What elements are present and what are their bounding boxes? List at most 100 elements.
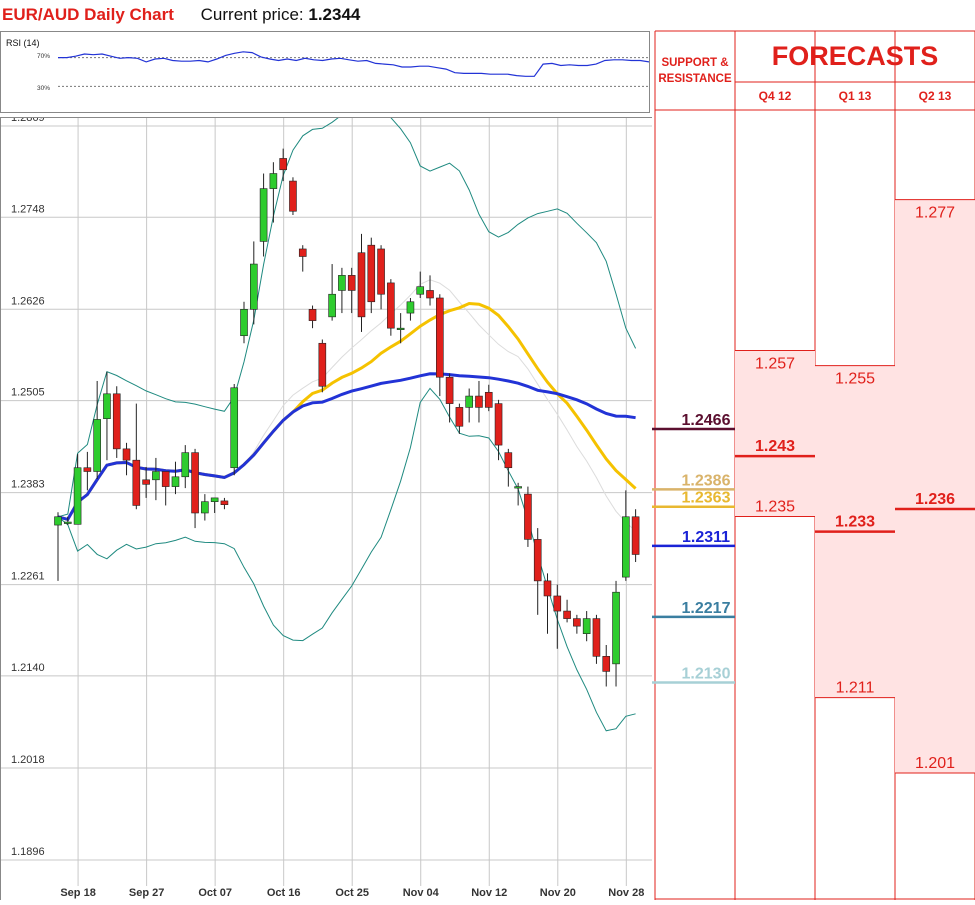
candle — [103, 371, 111, 461]
bearish-candle-body — [308, 309, 317, 321]
forecast-high-value: 1.257 — [755, 356, 795, 373]
candle — [201, 494, 209, 521]
candle — [191, 448, 199, 529]
rsi-panel: RSI (14) 70% 30% — [0, 31, 650, 113]
y-tick-label: 1.2140 — [11, 662, 45, 674]
rsi-30-label: 30% — [37, 85, 50, 92]
candle — [181, 445, 190, 489]
bullish-candle-body — [582, 618, 591, 634]
rsi-chart: RSI (14) 70% 30% — [6, 38, 650, 92]
forecast-range-band — [895, 199, 975, 774]
candle — [504, 448, 513, 487]
candle — [426, 275, 434, 306]
price-chart: 1.2869 1.2748 1.2626 1.2505 1.2383 1.2261 1.21… — [1, 107, 652, 899]
x-tick-label: Sep 18 — [60, 887, 95, 899]
bearish-candle-body — [387, 282, 395, 329]
forecast-column-q1-13: Q1 13 — [838, 89, 872, 103]
bearish-candle-body — [377, 248, 385, 295]
candle — [573, 614, 581, 634]
candle — [514, 482, 522, 506]
candle — [436, 294, 444, 397]
candle — [112, 386, 121, 458]
candle — [612, 580, 620, 687]
candle — [582, 611, 591, 642]
bearish-candle-body — [631, 516, 640, 555]
bearish-candle-body — [279, 158, 287, 171]
candle — [93, 380, 101, 480]
bearish-candle-body — [191, 452, 199, 514]
candle — [338, 267, 346, 314]
bearish-candle-body — [298, 248, 307, 257]
bearish-candle-body — [494, 403, 503, 446]
candle — [259, 173, 268, 257]
candle — [298, 245, 307, 272]
bullish-candle-body — [63, 521, 72, 524]
support-resistance-header: SUPPORT & RESISTANCE — [655, 31, 735, 111]
bollinger-lower-band — [57, 387, 636, 732]
current-price-label: Current price: — [200, 5, 304, 24]
moving-average-blue — [57, 372, 636, 522]
bearish-candle-body — [573, 618, 581, 627]
candle — [377, 245, 385, 310]
bullish-candle-body — [396, 327, 405, 330]
candle — [396, 313, 405, 344]
forecast-mid-value: 1.243 — [755, 438, 795, 455]
candle — [465, 388, 473, 423]
candle — [484, 384, 493, 412]
bullish-candle-body — [103, 393, 111, 419]
candle — [161, 471, 170, 506]
y-tick-label: 1.2748 — [11, 203, 45, 215]
candle — [318, 339, 327, 393]
candle — [122, 442, 131, 476]
candle — [54, 512, 62, 581]
candle — [289, 177, 297, 216]
x-tick-label: Nov 20 — [540, 887, 576, 899]
bearish-candle-body — [142, 479, 150, 485]
bearish-candle-body — [289, 180, 297, 212]
bearish-candle-body — [318, 342, 327, 387]
chart-title: EUR/AUD Daily Chart — [2, 5, 174, 24]
candle — [152, 457, 160, 501]
x-tick-label: Oct 16 — [267, 887, 301, 899]
bullish-candle-body — [152, 471, 160, 481]
bearish-candle-body — [592, 618, 601, 657]
forecast-high-value: 1.255 — [835, 371, 875, 388]
bearish-candle-body — [122, 448, 131, 461]
forecast-range-band — [735, 350, 815, 517]
candle — [602, 645, 611, 687]
bearish-candle-body — [553, 595, 562, 612]
sr-level-value: 1.2363 — [682, 490, 731, 507]
candle — [475, 380, 483, 423]
candle — [631, 509, 640, 563]
bullish-candle-body — [338, 275, 346, 291]
candle — [210, 497, 219, 513]
bearish-candle-body — [455, 407, 464, 427]
candle — [387, 279, 395, 336]
y-tick-label: 1.2869 — [11, 118, 45, 124]
candle — [250, 241, 258, 325]
bearish-candle-body — [357, 252, 366, 318]
bullish-candle-body — [250, 263, 258, 310]
candle — [308, 305, 317, 329]
bearish-candle-body — [220, 500, 229, 505]
rsi-line — [58, 51, 650, 77]
bullish-candle-body — [328, 293, 336, 318]
candle — [563, 599, 571, 623]
bearish-candle-body — [367, 244, 376, 303]
bullish-candle-body — [201, 501, 209, 514]
bullish-candle-body — [181, 452, 190, 478]
candle — [73, 454, 82, 525]
bollinger-middle-line — [57, 279, 636, 532]
candle — [445, 373, 454, 423]
x-tick-label: Nov 04 — [403, 887, 440, 899]
bearish-candle-body — [563, 610, 571, 619]
sr-level-value: 1.2386 — [682, 472, 731, 489]
candle — [622, 490, 630, 581]
sr-level-value: 1.2466 — [682, 412, 731, 429]
candle — [524, 486, 532, 547]
bullish-candle-body — [54, 516, 62, 526]
sr-level-value: 1.2217 — [682, 600, 731, 617]
candle — [240, 301, 248, 344]
forecast-low-value: 1.211 — [836, 680, 875, 697]
